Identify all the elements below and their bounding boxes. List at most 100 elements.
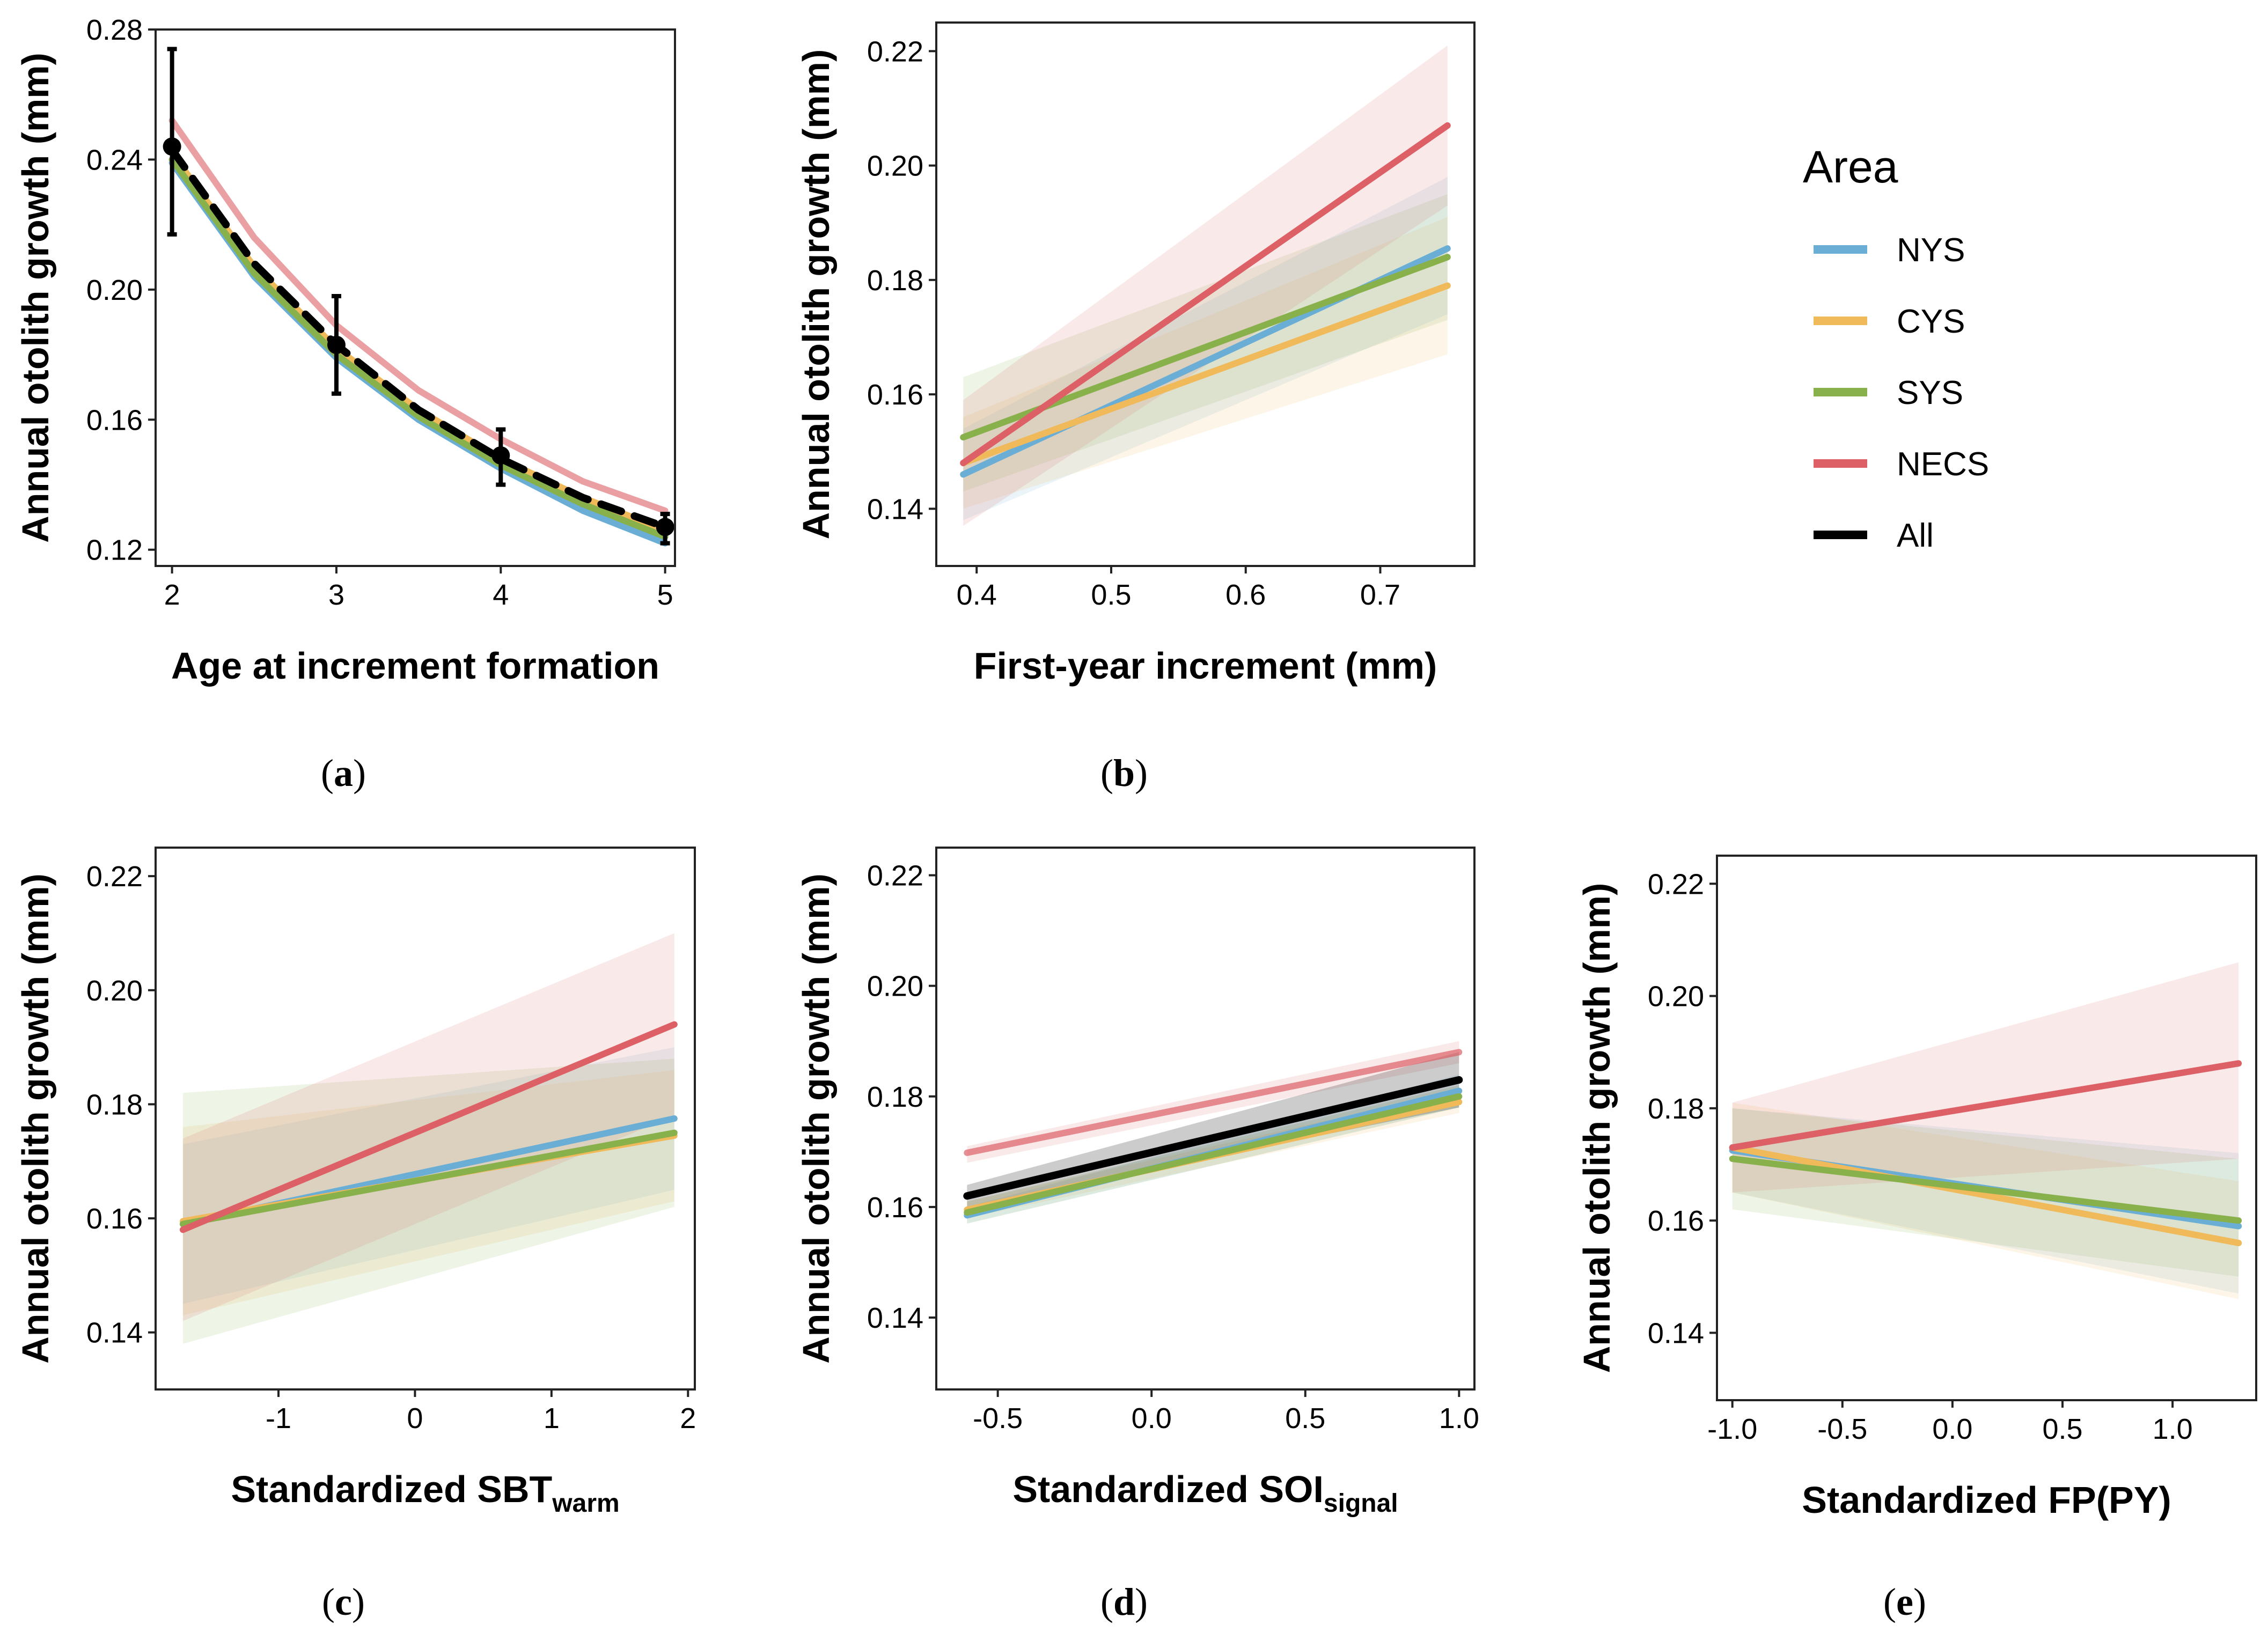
x-tick-label: 0.0 [1132,1402,1172,1435]
x-tick-label: 0.5 [2042,1413,2082,1445]
x-axis-title-main: Standardized SBT [231,1468,552,1510]
x-axis-title-main: First-year increment (mm) [974,645,1437,687]
y-tick-label: 0.18 [1648,1093,1704,1125]
y-tick-label: 0.22 [867,860,923,892]
legend-entry-all: All [1814,517,1934,554]
legend-label-nys: NYS [1897,232,1965,269]
ci-band-necs-e [1732,962,2239,1193]
y-tick-label: 0.22 [1648,868,1704,900]
legend-label-sys: SYS [1897,374,1963,411]
panel-caption: (d) [1100,1580,1148,1623]
x-tick-label: 5 [657,579,673,611]
panel-caption: (e) [1883,1580,1926,1623]
y-tick-label: 0.18 [86,1088,143,1121]
x-tick-label: -1.0 [1707,1413,1757,1445]
y-axis-title: Annual otolith growth (mm) [14,53,56,543]
plot-area-d [963,1041,1463,1224]
series-line-necs-b [960,122,1451,467]
x-axis-title-main: Age at increment formation [171,645,659,687]
panel-caption: (a) [321,752,366,795]
y-tick-label: 0.14 [867,1302,923,1334]
panel-frame [155,28,676,567]
x-tick-label: -0.5 [1817,1413,1867,1445]
ci-band-cys-c [182,1070,674,1315]
panel-caption: (c) [322,1580,365,1623]
series-line-sys-d [964,1093,1463,1216]
series-line-all-a [168,146,669,531]
y-tick-label: 0.16 [86,1203,143,1235]
series-line-necs-d [964,1049,1463,1156]
x-tick-label: 0.5 [1091,579,1131,611]
series-line-sys-a [168,156,669,540]
x-tick-label: 0.5 [1285,1402,1325,1435]
series-line-necs-e [1729,1060,2242,1151]
mean-point-group [327,293,346,396]
ci-band-sys-c [182,1058,674,1344]
y-axis-title: Annual otolith growth (mm) [795,873,837,1364]
mean-point-group [491,427,510,487]
x-tick-label: 0.4 [957,579,997,611]
x-axis-title-subscript: warm [552,1489,619,1518]
panel-a: 0.12 0.16 0.20 0.24 0.28 2 3 4 5 Annual otolith g… [14,14,676,795]
y-tick-label: 0.16 [1648,1205,1704,1237]
y-tick-label: 0.20 [86,274,143,306]
panel-e: 0.14 0.16 0.18 0.20 0.22 -1.0 -0.5 0.0 0.5 1.0 Ann… [1576,855,2257,1623]
x-tick-label: 2 [680,1402,696,1435]
mean-point [656,518,674,536]
panel-frame [935,847,1476,1391]
x-axis-title-main: Standardized SOI [1012,1468,1324,1510]
x-tick-label: 1.0 [1439,1402,1479,1435]
mean-point [327,335,346,354]
mean-point-group [163,47,181,237]
y-tick-label: 0.20 [86,975,143,1007]
panel-b: 0.14 0.16 0.18 0.20 0.22 0.4 0.5 0.6 0.7 Annual o… [795,21,1476,795]
legend-entry-cys: CYS [1814,303,1965,340]
y-axis-title: Annual otolith growth (mm) [14,873,56,1364]
x-axis-title: Standardized SOIsignal [1012,1468,1398,1518]
x-tick-label: 0.0 [1932,1413,1972,1445]
y-tick-label: 0.22 [86,860,143,893]
plot-area-a [168,117,669,547]
x-axis-title: Standardized SBTwarm [231,1468,619,1518]
plot-area-e [1729,962,2242,1299]
legend-label-necs: NECS [1897,446,1989,483]
y-tick-label: 0.18 [867,264,923,297]
legend-entry-sys: SYS [1814,374,1963,411]
x-tick-label: 3 [328,579,344,611]
x-tick-label: 0.6 [1225,579,1266,611]
y-tick-label: 0.14 [86,1317,143,1349]
series-line-cys-e [1729,1144,2242,1246]
panel-d: 0.14 0.16 0.18 0.20 0.22 -0.5 0.0 0.5 1.0 Annual … [795,847,1479,1623]
ci-band-necs-b [963,45,1448,526]
series-line-necs-c [179,1021,678,1233]
x-axis-title: First-year increment (mm) [974,645,1437,687]
x-tick-label: -0.5 [973,1402,1023,1435]
legend: Area NYS CYS SYS NECS All [1803,142,1989,554]
panel-frame [155,847,696,1391]
x-axis-title-subscript: signal [1324,1489,1398,1518]
legend-title: Area [1803,142,1898,192]
y-tick-label: 0.22 [867,35,923,68]
x-tick-label: 4 [493,579,509,611]
y-tick-label: 0.18 [867,1081,923,1113]
legend-entry-nys: NYS [1814,232,1965,269]
legend-entry-necs: NECS [1814,446,1989,483]
y-tick-label: 0.16 [86,404,143,436]
x-tick-label: 1.0 [2153,1413,2193,1445]
y-axis-title: Annual otolith growth (mm) [795,49,837,540]
panel-frame [935,21,1476,567]
y-tick-label: 0.14 [867,493,923,525]
y-tick-label: 0.20 [1648,981,1704,1013]
x-axis-title-main: Standardized FP(PY) [1802,1479,2171,1521]
y-axis-title: Annual otolith growth (mm) [1576,883,1618,1373]
x-tick-label: 1 [544,1402,560,1435]
series-line-sys-e [1729,1156,2242,1224]
y-tick-label: 0.24 [86,144,143,176]
mean-point-group [656,512,674,546]
y-tick-label: 0.20 [867,150,923,182]
y-tick-label: 0.16 [867,1191,923,1224]
x-axis-title: Age at increment formation [171,645,659,687]
series-line-cys-b [960,282,1451,467]
y-tick-label: 0.20 [867,970,923,1003]
